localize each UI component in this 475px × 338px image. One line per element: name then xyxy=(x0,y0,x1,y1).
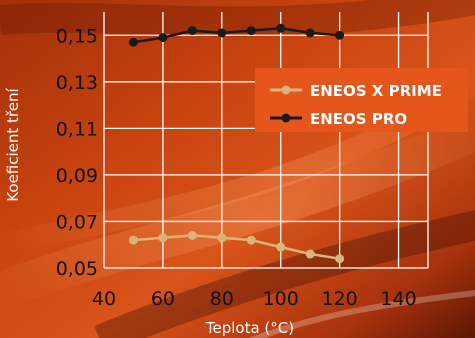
data-point-eneos-pro xyxy=(158,33,168,43)
data-point-eneos-x-prime xyxy=(335,254,345,264)
y-tick-label: 0,15 xyxy=(56,25,98,47)
y-tick-label: 0,07 xyxy=(56,211,98,233)
legend-marker-eneos-x-prime xyxy=(281,85,291,95)
x-axis-title: Teplota (°C) xyxy=(205,319,294,337)
data-point-eneos-pro xyxy=(128,37,138,47)
y-tick-label: 0,11 xyxy=(56,118,98,140)
data-point-eneos-x-prime xyxy=(158,233,168,243)
data-point-eneos-x-prime xyxy=(217,233,227,243)
x-tick-label: 140 xyxy=(380,288,416,310)
y-tick-label: 0,05 xyxy=(56,258,98,280)
data-point-eneos-pro xyxy=(276,23,286,33)
legend-label-eneos-pro: ENEOS PRO xyxy=(310,110,407,128)
legend-marker-eneos-pro xyxy=(281,113,291,123)
data-point-eneos-pro xyxy=(335,30,345,40)
data-point-eneos-x-prime xyxy=(276,242,286,252)
data-point-eneos-pro xyxy=(305,28,315,38)
legend: ENEOS X PRIME ENEOS PRO xyxy=(255,68,468,132)
data-point-eneos-pro xyxy=(217,28,227,38)
y-tick-labels: 0,05 0,07 0,09 0,11 0,13 0,15 xyxy=(56,25,98,280)
series-line-eneos-pro xyxy=(133,27,340,44)
legend-box xyxy=(255,68,468,132)
x-tick-label: 120 xyxy=(322,288,358,310)
x-tick-label: 100 xyxy=(263,288,299,310)
y-tick-label: 0,09 xyxy=(56,165,98,187)
y-tick-label: 0,13 xyxy=(56,72,98,94)
data-point-eneos-pro xyxy=(246,26,256,36)
x-tick-labels: 40 60 80 100 120 140 xyxy=(92,288,417,310)
grid-lines xyxy=(103,12,429,269)
data-point-eneos-x-prime xyxy=(128,235,138,245)
legend-label-eneos-x-prime: ENEOS X PRIME xyxy=(310,82,442,100)
x-tick-label: 40 xyxy=(92,288,116,310)
y-axis-title: Koeficient tření xyxy=(4,87,22,201)
series-line-eneos-x-prime xyxy=(133,234,340,260)
series-group xyxy=(128,23,345,264)
data-point-eneos-x-prime xyxy=(305,249,315,259)
data-point-eneos-x-prime xyxy=(187,230,197,240)
data-point-eneos-x-prime xyxy=(246,235,256,245)
data-point-eneos-pro xyxy=(187,26,197,36)
x-tick-label: 60 xyxy=(151,288,175,310)
x-tick-label: 80 xyxy=(210,288,234,310)
